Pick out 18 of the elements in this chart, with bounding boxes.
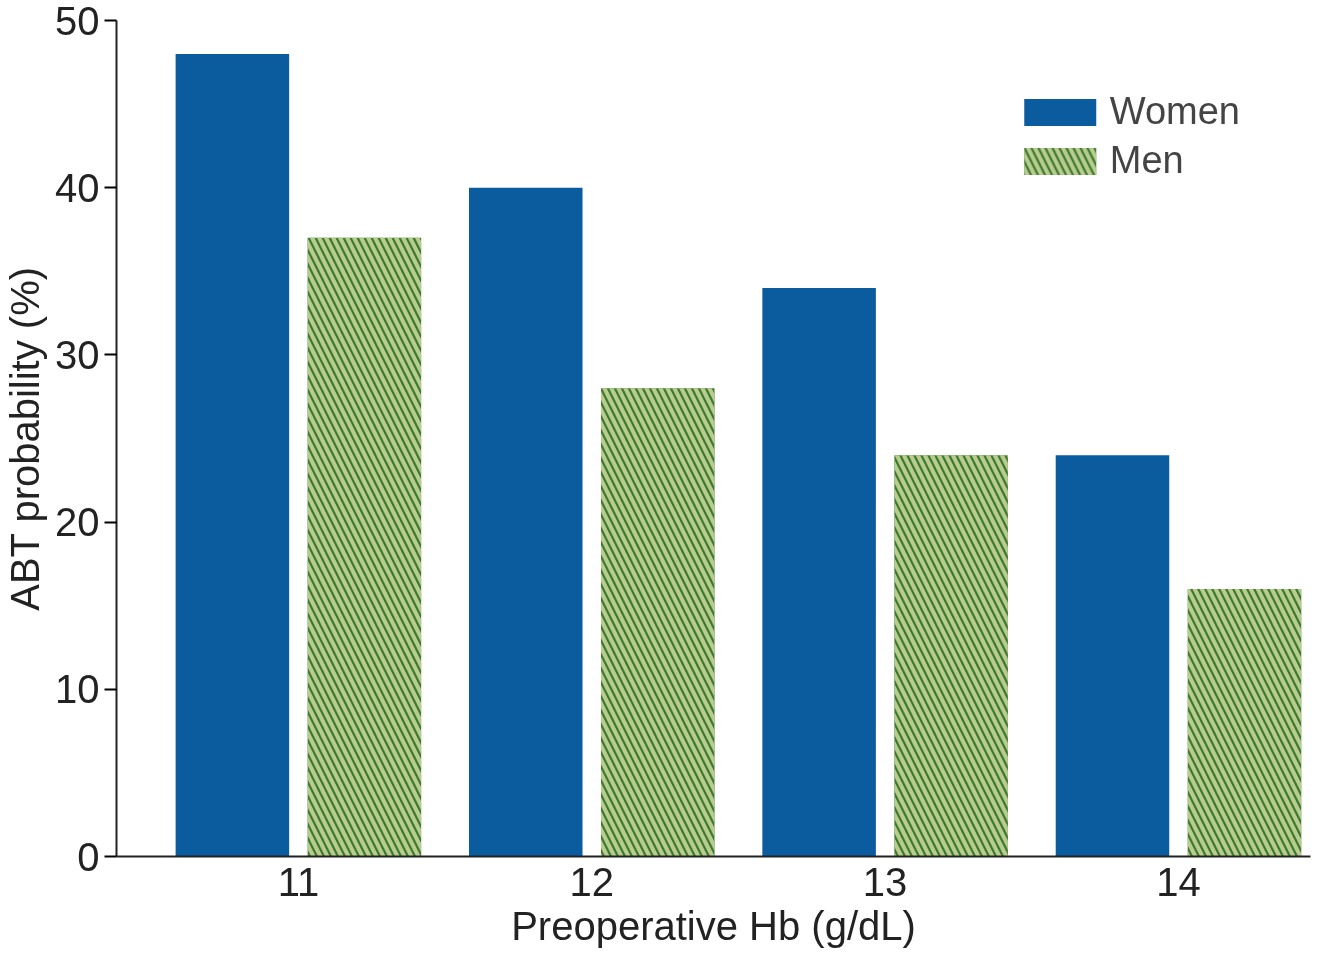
bar — [1055, 455, 1170, 857]
y-axis-title: ABT probability (%) — [3, 266, 48, 611]
y-tick-label: 40 — [55, 165, 100, 210]
x-tick-label: 14 — [1156, 859, 1201, 904]
legend-label: Men — [1109, 139, 1184, 182]
x-tick-label: 13 — [862, 859, 908, 904]
x-tick-label: 12 — [569, 859, 615, 904]
y-tick-label: 20 — [55, 500, 100, 545]
y-tick-label: 30 — [55, 332, 100, 377]
bar — [762, 288, 876, 857]
y-tick-label: 50 — [55, 0, 100, 43]
bar — [175, 53, 290, 857]
bar — [468, 187, 583, 857]
y-tick-label: 0 — [77, 834, 100, 879]
y-tick-label: 10 — [55, 667, 100, 712]
x-tick-label: 11 — [277, 859, 320, 904]
legend-label: Women — [1109, 90, 1240, 133]
x-axis-title: Preoperative Hb (g/dL) — [511, 903, 916, 948]
